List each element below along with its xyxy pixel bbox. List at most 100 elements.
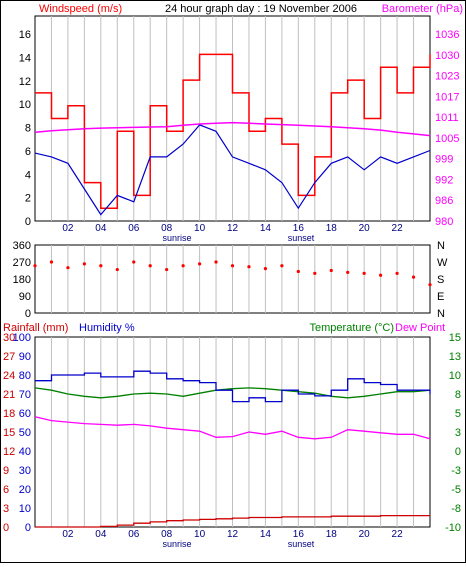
temperature-panel-series [34, 370, 431, 528]
x-tick-label: 02 [62, 223, 74, 234]
rainfall-label: Rainfall (mm) [3, 322, 68, 334]
compass-tick: W [437, 257, 448, 269]
humidity-y-tick: 30 [19, 465, 31, 477]
direction-point [379, 273, 383, 277]
direction-point [99, 264, 103, 268]
direction-y-tick: 270 [13, 257, 31, 269]
barometer-label: Barometer (hPa) [382, 3, 463, 15]
humidity-y-tick: 70 [19, 389, 31, 401]
x-tick-label: 04 [95, 223, 107, 234]
direction-point [346, 270, 350, 274]
direction-panel-grid [50, 245, 415, 313]
x-tick-label: 10 [194, 223, 206, 234]
direction-point [165, 267, 169, 272]
wind-y-tick: 4 [25, 169, 31, 181]
baro-y-tick: 1005 [435, 133, 459, 145]
baro-y-tick: 992 [435, 174, 453, 186]
sunrise-label-bottom: sunrise [162, 539, 191, 549]
barometer-line [34, 121, 431, 137]
rain-y-tick: 12 [3, 446, 15, 458]
wind-panel-axes: 0 2 4 6 8 10 12 14 16 980 986 992 999 1005 1011 1017 102… [19, 29, 460, 228]
direction-point [132, 260, 136, 264]
direction-point [263, 267, 268, 271]
direction-point [411, 275, 416, 279]
baro-y-tick: 1023 [435, 71, 459, 83]
rain-y-tick: 18 [3, 408, 15, 420]
baro-y-tick: 1017 [435, 91, 459, 103]
x-tick-label: 22 [392, 223, 404, 234]
direction-point [214, 260, 218, 264]
graph-title: 24 hour graph day : 19 November 2006 [165, 3, 357, 15]
x-tick-label: 06 [128, 529, 140, 540]
wind-panel-series [34, 53, 431, 216]
humidity-y-tick: 90 [19, 351, 31, 363]
direction-y-tick: 360 [13, 240, 31, 252]
direction-point [82, 262, 86, 266]
sunset-label-top: sunset [288, 233, 315, 243]
direction-point [428, 283, 432, 287]
rain-y-tick: 6 [3, 484, 9, 496]
rain-y-tick: 21 [3, 389, 15, 401]
wind-y-tick: 2 [25, 193, 31, 205]
windspeed-line [35, 53, 431, 209]
rain-y-tick: 27 [3, 351, 15, 363]
baro-y-tick: 986 [435, 195, 453, 207]
temp-y-tick: 3 [455, 427, 461, 439]
direction-point [230, 264, 235, 268]
compass-tick: N [437, 308, 445, 320]
humidity-y-tick: 60 [19, 408, 31, 420]
temp-y-tick: 13 [449, 351, 461, 363]
direction-point [362, 271, 366, 275]
x-tick-label: 14 [260, 223, 272, 234]
sunset-label-bottom: sunset [288, 539, 315, 549]
temp-y-tick: 15 [449, 332, 461, 344]
temperature-label: Temperature (°C) [310, 322, 394, 334]
sunrise-label-top: sunrise [162, 233, 191, 243]
baro-y-tick: 1036 [435, 29, 459, 41]
x-tick-label: 16 [293, 529, 305, 540]
dew-point-label: Dew Point [395, 322, 445, 334]
x-tick-label: 08 [161, 529, 173, 540]
baro-y-tick: 980 [435, 216, 453, 228]
x-tick-label: 14 [260, 529, 272, 540]
x-tick-label: 20 [359, 223, 371, 234]
direction-point [329, 268, 333, 273]
temp-y-tick: 8 [455, 389, 461, 401]
direction-point [296, 269, 300, 274]
rain-y-tick: 9 [3, 465, 9, 477]
x-tick-label: 02 [62, 529, 74, 540]
x-tick-label: 20 [359, 529, 371, 540]
temperature-panel-grid: 02 04 06 08 10 12 14 16 18 20 22 [50, 337, 415, 540]
temp-y-tick: 0 [455, 446, 461, 458]
x-tick-label: 04 [95, 529, 107, 540]
rain-y-tick: 30 [3, 332, 15, 344]
humidity-y-tick: 0 [25, 522, 31, 534]
direction-y-tick: 180 [13, 274, 31, 286]
temp-y-tick: -5 [451, 484, 461, 496]
direction-point [395, 271, 399, 275]
direction-y-tick: 0 [25, 308, 31, 320]
wind-y-tick: 12 [19, 76, 31, 88]
rain-y-tick: 0 [3, 522, 9, 534]
wind-y-tick: 10 [19, 99, 31, 111]
compass-tick: E [437, 291, 444, 303]
direction-panel-series [33, 260, 432, 287]
rain-y-tick: 15 [3, 427, 15, 439]
temp-y-tick: -10 [445, 522, 461, 534]
direction-point [197, 262, 202, 266]
baro-y-tick: 999 [435, 154, 453, 166]
rain-y-tick: 24 [3, 370, 15, 382]
x-tick-label: 16 [293, 223, 305, 234]
compass-tick: S [437, 274, 444, 286]
baro-y-tick: 1011 [435, 112, 459, 124]
x-tick-label: 08 [161, 223, 173, 234]
windspeed-label: Windspeed (m/s) [39, 3, 122, 15]
rainfall-line [35, 514, 430, 528]
humidity-y-tick: 20 [19, 484, 31, 496]
direction-point [280, 264, 284, 268]
direction-point [115, 267, 119, 272]
humidity-y-tick: 50 [19, 427, 31, 439]
temp-y-tick: -3 [451, 465, 461, 477]
